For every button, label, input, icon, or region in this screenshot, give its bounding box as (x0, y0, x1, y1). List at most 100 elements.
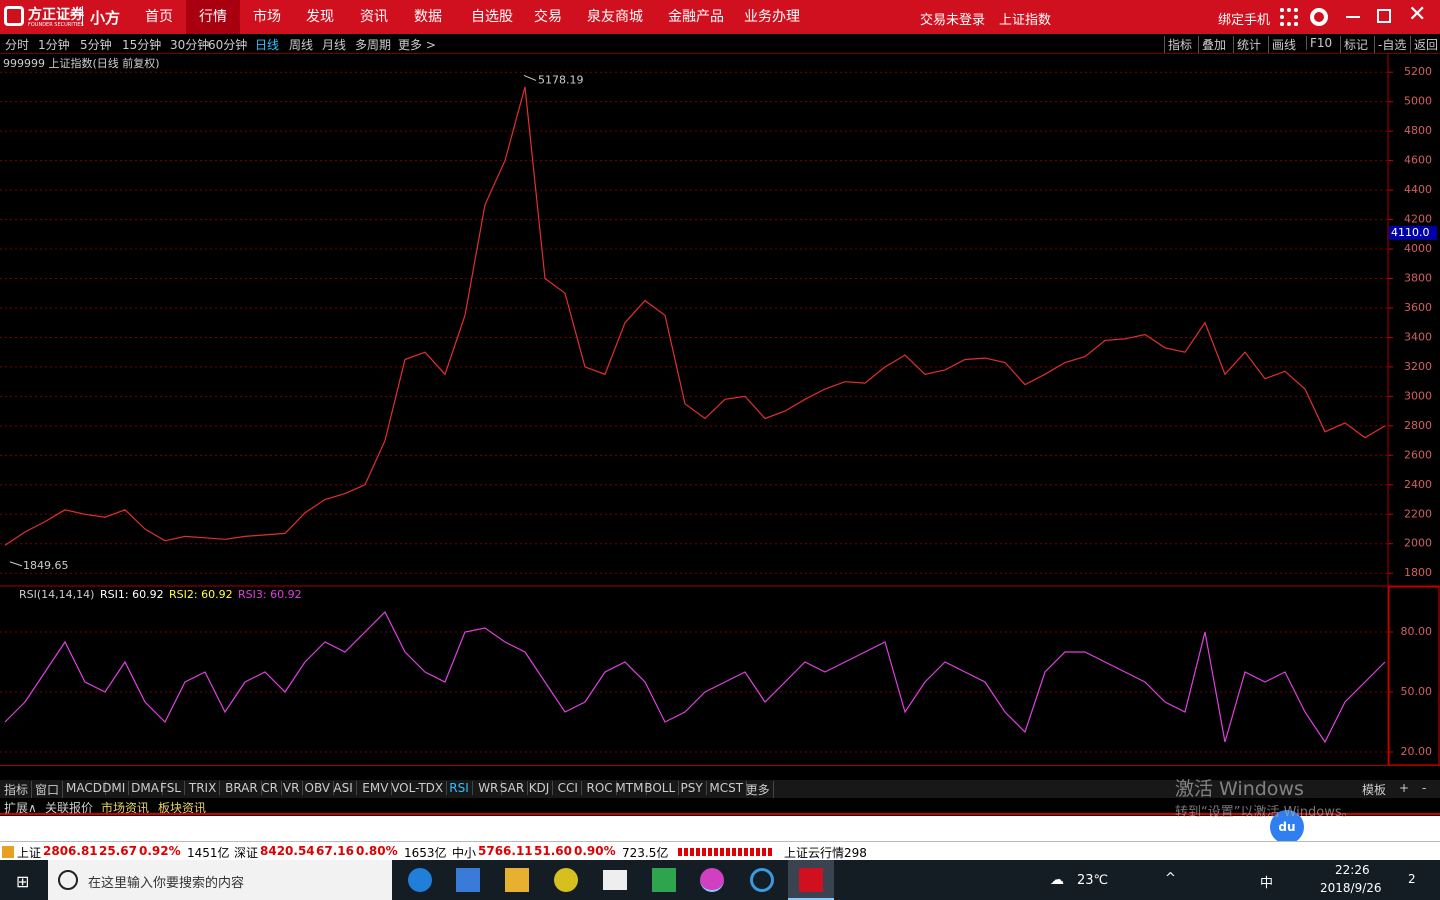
indicator-tab[interactable]: ASI (333, 781, 357, 795)
y-tick-label: 4400 (1404, 183, 1432, 196)
settings-icon[interactable] (1310, 8, 1328, 26)
indicator-tab[interactable]: SAR (500, 781, 529, 795)
indicator-tab[interactable]: DMI (102, 781, 130, 795)
tool[interactable]: 标记 (1340, 36, 1368, 53)
mini-bars (678, 848, 774, 856)
app-ie[interactable] (750, 868, 774, 892)
indicator-tab[interactable]: MCST (709, 781, 748, 795)
app-1[interactable] (554, 868, 578, 892)
menu-item[interactable]: 交易 (534, 9, 562, 25)
clock-time[interactable]: 22:26 (1335, 863, 1370, 877)
bind-phone[interactable]: 绑定手机 (1218, 13, 1271, 28)
indicator-tab[interactable]: WR (478, 781, 503, 795)
app-store[interactable] (456, 868, 480, 892)
tool[interactable]: F10 (1306, 36, 1332, 50)
quote-amount: 723.5亿 (622, 846, 669, 860)
period[interactable]: 周线 (289, 38, 314, 52)
indicator-tab[interactable]: RSI (449, 781, 473, 795)
template-btn[interactable]: + (1399, 781, 1410, 795)
low-label: 1849.65 (23, 559, 69, 572)
period[interactable]: 5分钟 (80, 38, 112, 52)
menu-item[interactable]: 金融产品 (668, 9, 724, 25)
indicator-tab[interactable]: MTM (615, 781, 648, 795)
period[interactable]: 15分钟 (122, 38, 162, 52)
panel-tab[interactable]: 扩展∧ (4, 801, 37, 815)
legend-entry: RSI2: 60.92 (169, 588, 233, 601)
weather: 23℃ (1077, 873, 1109, 888)
rsi-title: RSI(14,14,14) (19, 588, 94, 601)
indicator-tab[interactable]: BRAR (225, 781, 262, 795)
search-text[interactable]: 在这里输入你要搜索的内容 (88, 876, 245, 891)
indicator-tab[interactable]: MACD (66, 781, 106, 795)
panel-tab[interactable]: 关联报价 (45, 801, 94, 815)
indicator-tab[interactable]: PSY (681, 781, 707, 795)
quote-name: 上证 (17, 846, 42, 860)
menu-item[interactable]: 数据 (414, 9, 442, 25)
menu-item[interactable]: 资讯 (360, 9, 388, 25)
ime[interactable]: 中 (1260, 876, 1274, 891)
tool[interactable]: 指标 (1164, 36, 1192, 53)
menu-item[interactable]: 业务办理 (744, 9, 800, 25)
indicator-tab[interactable]: ROC (587, 781, 617, 795)
menu-item[interactable]: 发现 (306, 9, 334, 25)
login-status[interactable]: 交易未登录 (920, 13, 986, 28)
du-icon[interactable]: du (1270, 810, 1304, 844)
indicator-tab[interactable]: TRIX (189, 781, 221, 795)
indicator-tab[interactable]: 指标 (4, 781, 33, 798)
template-btn[interactable]: 模板 (1362, 783, 1387, 797)
panel-tab[interactable]: 市场资讯 (101, 801, 150, 815)
menu-item[interactable]: 泉友商城 (587, 9, 643, 25)
indicator-tab[interactable]: CR (261, 781, 283, 795)
period[interactable]: 60分钟 (208, 38, 248, 52)
indicator-tab[interactable]: OBV (305, 781, 335, 795)
close[interactable]: ✕ (1408, 2, 1427, 27)
indicator-tab[interactable]: KDJ (529, 781, 554, 795)
menu-item[interactable]: 自选股 (471, 9, 513, 25)
app-2[interactable] (652, 868, 676, 892)
panel-tab[interactable]: 板块资讯 (158, 801, 207, 815)
period[interactable]: 多周期 (355, 38, 392, 52)
template-btn[interactable]: - (1422, 781, 1427, 795)
indicator-tab[interactable]: DMA (131, 781, 163, 795)
app-mail[interactable] (603, 870, 627, 890)
period[interactable]: 更多 > (398, 38, 436, 52)
app-active[interactable] (788, 860, 834, 900)
indicator-tab[interactable]: 窗口 (35, 781, 64, 798)
tool[interactable]: 叠加 (1198, 36, 1226, 53)
indicator-tab[interactable]: BOLL (644, 781, 680, 795)
app-3[interactable] (700, 868, 724, 892)
minimize[interactable] (1346, 16, 1360, 18)
app-edge[interactable] (408, 868, 432, 892)
maximize[interactable] (1377, 9, 1391, 23)
tray-up[interactable]: ^ (1165, 871, 1176, 886)
cloud-quote[interactable]: 上证云行情298 (784, 846, 867, 860)
quote-amount: 1451亿 (187, 846, 230, 860)
tool[interactable]: 画线 (1268, 36, 1296, 53)
high-label: 5178.19 (538, 73, 584, 86)
indicator-tab[interactable]: VR (283, 781, 304, 795)
clock-date[interactable]: 2018/9/26 (1320, 881, 1382, 895)
period[interactable]: 分时 (5, 38, 30, 52)
tool[interactable]: -自选 (1374, 36, 1406, 53)
tool[interactable]: 返回 (1410, 36, 1438, 53)
grid-icon[interactable] (1280, 8, 1298, 26)
search-box[interactable] (48, 860, 392, 900)
indicator-tab[interactable]: FSL (160, 781, 185, 795)
menu-item[interactable]: 行情 (186, 0, 240, 34)
start[interactable]: ⊞ (16, 872, 30, 891)
menu-item[interactable]: 首页 (145, 9, 173, 25)
indicator-tab[interactable]: 更多 (746, 781, 774, 798)
index-name[interactable]: 上证指数 (999, 13, 1052, 28)
period[interactable]: 月线 (322, 38, 347, 52)
period[interactable]: 30分钟 (170, 38, 210, 52)
period[interactable]: 1分钟 (38, 38, 70, 52)
indicator-tab[interactable]: CCI (558, 781, 582, 795)
app-explorer[interactable] (505, 868, 529, 892)
notifications[interactable]: 2 (1408, 872, 1416, 886)
indicator-tab[interactable]: EMV (362, 781, 393, 795)
tool[interactable]: 统计 (1233, 36, 1261, 53)
menu-item[interactable]: 市场 (253, 9, 281, 25)
y-tick-label: 5000 (1404, 95, 1432, 108)
indicator-tab[interactable]: VOL-TDX (391, 781, 448, 795)
period[interactable]: 日线 (255, 38, 280, 52)
